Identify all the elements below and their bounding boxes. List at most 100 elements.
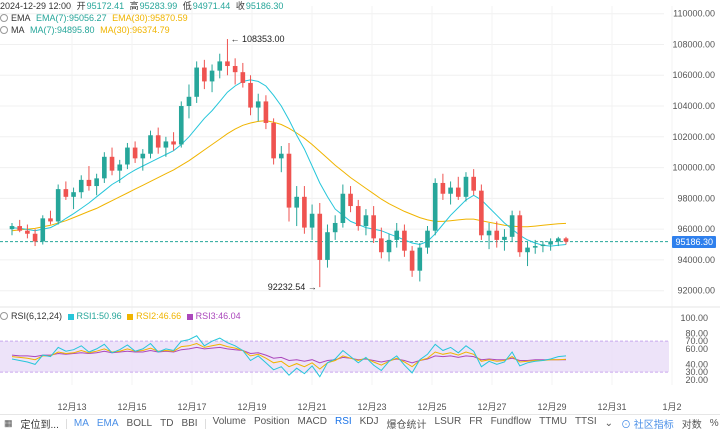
indicator-toolbar: ▦ 定位到... MA EMA BOLL TD BBI Volume Position MA… xyxy=(0,414,720,432)
sub-indicator-button[interactable]: TTSI xyxy=(574,416,597,427)
ema30-value: EMA(30):95870.59 xyxy=(112,13,188,23)
time-tick-label: 12月29 xyxy=(537,402,566,412)
candle-body xyxy=(255,101,261,108)
sub-indicator-button[interactable]: Fundflow xyxy=(490,416,532,427)
candle-body xyxy=(425,230,430,248)
candle-body xyxy=(194,67,199,97)
candle-body xyxy=(463,176,469,197)
time-tick-label: 1月2 xyxy=(662,402,681,412)
ma30-value: MA(30):96374.79 xyxy=(100,25,170,35)
log-scale-button[interactable]: 对数 xyxy=(681,420,702,431)
candle-body xyxy=(217,61,223,71)
eye-icon[interactable] xyxy=(0,26,8,34)
rsi-legend[interactable]: RSI(6,12,24) RSI1:50.96 RSI2:46.66 RSI3:… xyxy=(0,311,244,322)
candle-body xyxy=(132,147,138,159)
candle-body xyxy=(171,141,176,145)
ma30-line xyxy=(11,120,567,232)
sub-indicator-button[interactable]: Position xyxy=(253,416,290,427)
candle-body xyxy=(248,82,253,108)
locate-button[interactable]: 定位到... xyxy=(20,420,59,431)
candlestick-series xyxy=(9,39,569,288)
rsi-band xyxy=(0,341,669,373)
time-tick-label: 12月13 xyxy=(57,402,86,412)
sub-indicator-button[interactable]: KDJ xyxy=(359,416,379,427)
rsi1-line xyxy=(11,335,567,378)
candle-body xyxy=(525,247,530,253)
candle-body xyxy=(271,122,276,159)
close-label: 收 xyxy=(235,1,245,11)
time-tick-label: 12月27 xyxy=(477,402,506,412)
candle-body xyxy=(125,147,130,165)
candle-body xyxy=(94,178,99,187)
candle-body xyxy=(417,247,423,271)
candle-body xyxy=(532,246,538,248)
candle-body xyxy=(379,238,384,253)
percent-icon[interactable]: % xyxy=(709,418,719,429)
sub-indicator-button[interactable]: Volume xyxy=(212,416,246,427)
ma7-polyline xyxy=(11,79,567,247)
high-label: 高 xyxy=(129,1,139,11)
rsi-label: RSI(6,12,24) xyxy=(11,311,63,321)
ema-legend[interactable]: EMA EMA(7):95056.27 EMA(30):95870.59 xyxy=(0,13,191,24)
time-tick-label: 12月21 xyxy=(297,402,326,412)
rsi-tick-label: 70.00 xyxy=(685,336,708,346)
candle-body xyxy=(209,70,215,82)
price-tick-label: 96000.00 xyxy=(677,224,715,234)
indicator-ema-button[interactable]: EMA xyxy=(96,418,119,429)
sub-indicator-button[interactable]: LSUR xyxy=(434,416,462,427)
candle-body xyxy=(178,106,184,145)
color-swatch-icon xyxy=(186,314,193,320)
color-swatch-icon xyxy=(127,314,134,320)
current-price-tag: 95186.30 xyxy=(672,235,716,248)
indicator-boll-button[interactable]: BOLL xyxy=(126,418,153,429)
candle-body xyxy=(386,239,392,253)
candle-body xyxy=(448,187,453,194)
candle-body xyxy=(302,196,307,228)
date-label: 2024-12-29 12:00 xyxy=(0,1,72,11)
divider xyxy=(204,418,206,429)
eye-icon[interactable] xyxy=(0,14,8,22)
sub-indicator-button[interactable]: RSI xyxy=(334,416,352,427)
rsi-tick-label: 80.00 xyxy=(685,328,708,338)
ma-legend[interactable]: MA MA(7):94895.80 MA(30):96374.79 xyxy=(0,25,173,36)
candle-body xyxy=(548,241,553,245)
community-icon: ⊙ xyxy=(621,420,631,431)
indicator-ma-button[interactable]: MA xyxy=(73,418,89,429)
candle-body xyxy=(148,135,153,154)
candle-body xyxy=(517,215,523,253)
candle-body xyxy=(471,176,476,191)
candle-body xyxy=(240,72,246,83)
candle-body xyxy=(440,182,446,194)
candle-body xyxy=(409,250,415,271)
candle-body xyxy=(502,236,507,240)
price-tick-label: 100000.00 xyxy=(672,163,715,173)
chevron-down-icon[interactable]: ⌄ xyxy=(604,418,613,429)
indicator-td-button[interactable]: TD xyxy=(160,418,174,429)
candle-body xyxy=(494,230,500,240)
high-value: 95283.99 xyxy=(139,1,178,11)
sub-indicator-button[interactable]: TTMU xyxy=(539,416,567,427)
calendar-icon[interactable]: ▦ xyxy=(4,418,13,428)
candle-body xyxy=(40,218,46,242)
chart-canvas[interactable]: 92000.00 94000.00 96000.00 98000.00 100000.0… xyxy=(0,0,720,414)
candle-body xyxy=(332,222,338,233)
indicator-bbi-button[interactable]: BBI xyxy=(181,418,198,429)
sub-indicator-button[interactable]: 爆仓统计 xyxy=(386,420,427,431)
eye-icon[interactable] xyxy=(0,312,8,320)
candle-body xyxy=(432,182,438,231)
candle-body xyxy=(263,101,269,123)
community-indicators-button[interactable]: ⊙ 社区指标 xyxy=(617,416,678,431)
candle-body xyxy=(348,193,353,207)
candle-body xyxy=(355,206,361,227)
time-tick-label: 12月19 xyxy=(237,402,266,412)
rsi2-line xyxy=(11,342,567,370)
candle-body xyxy=(317,213,323,260)
candle-body xyxy=(402,230,407,251)
sub-indicator-button[interactable]: FR xyxy=(469,416,483,427)
candle-body xyxy=(394,230,400,240)
candle-body xyxy=(294,196,300,208)
sub-indicator-button[interactable]: MACD xyxy=(297,416,327,427)
low-label: 低 xyxy=(182,1,192,11)
candle-body xyxy=(278,153,284,159)
high-annotation: ← 108353.00 xyxy=(230,34,284,44)
